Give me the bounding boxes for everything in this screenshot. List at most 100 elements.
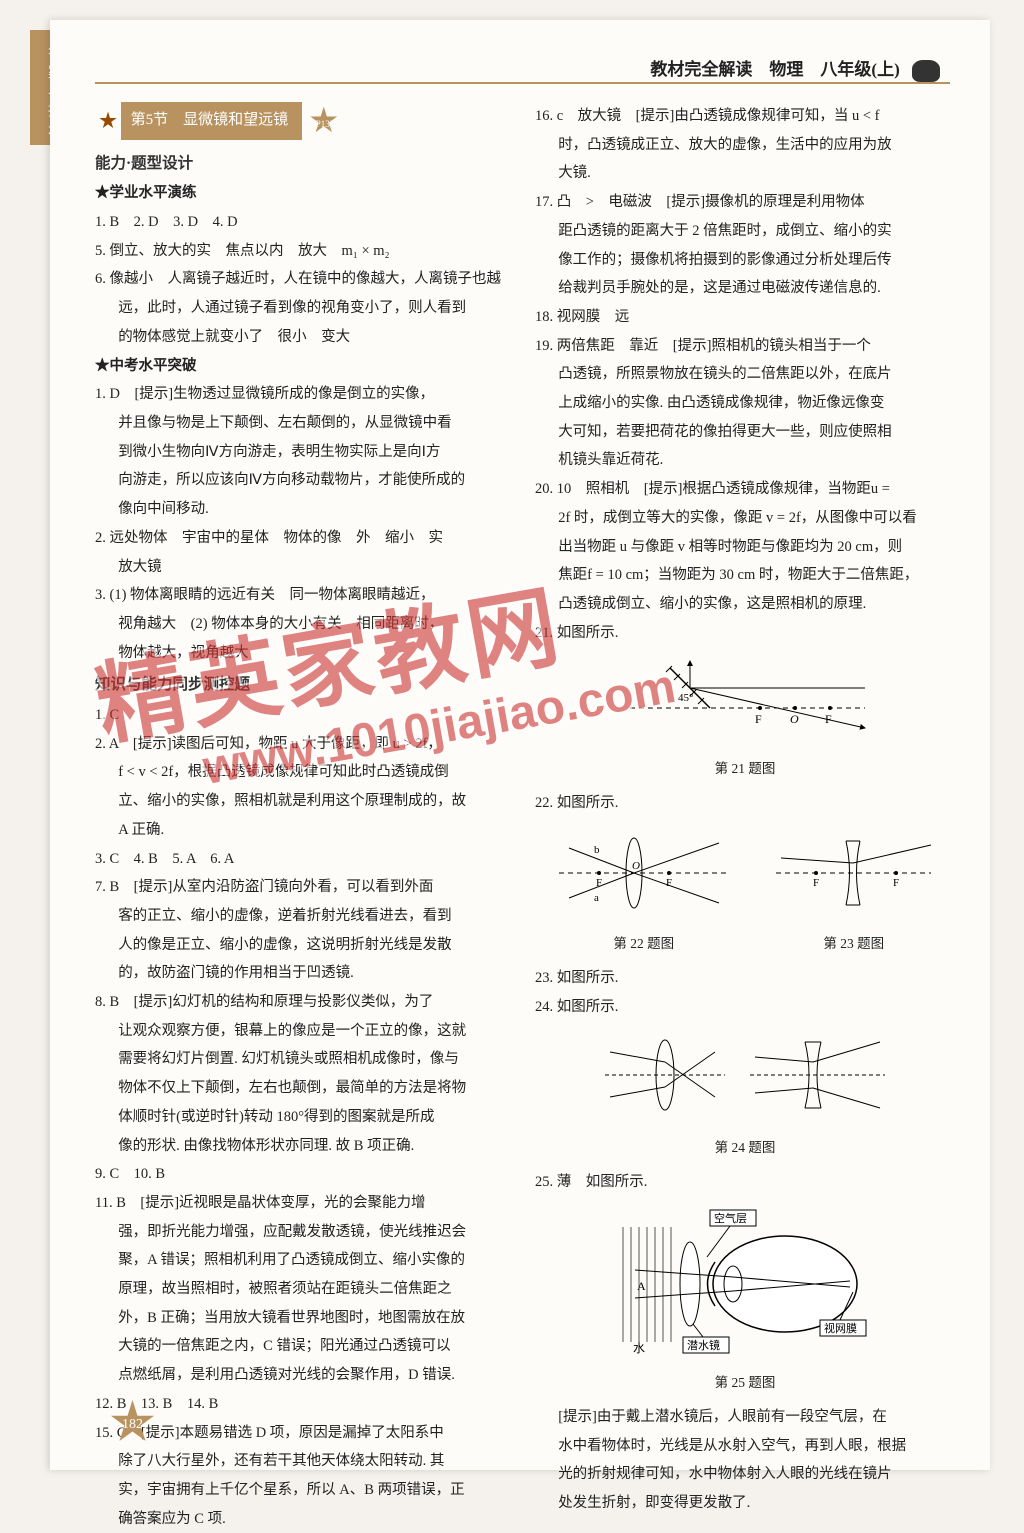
answer-line: 18. 视网膜 远: [535, 303, 955, 332]
fig21-svg: 45° F O F: [620, 653, 870, 743]
answer-line: 焦距f = 10 cm；当物距为 30 cm 时，物距大于二倍焦距，: [535, 561, 955, 590]
fig25-mask-label: 潜水镜: [687, 1338, 720, 1352]
fig23-svg: F F: [771, 823, 936, 918]
fig25-caption: 第 25 题图: [535, 1370, 955, 1397]
fig25-water-label: 水: [633, 1341, 645, 1355]
fig23-caption: 第 23 题图: [771, 931, 936, 958]
heading-practice: ★学业水平演练: [95, 179, 515, 208]
answer-line: f < v < 2f，根据凸透镜成像规律可知此时凸透镜成倒: [95, 758, 515, 787]
svg-text:F: F: [813, 877, 819, 889]
answer-line: 23. 如图所示.: [535, 964, 955, 993]
answer-line: 需要将幻灯片倒置. 幻灯机镜头或照相机成像时，像与: [95, 1045, 515, 1074]
fig25-svg: A 空气层 视网膜 潜水镜 水: [615, 1202, 875, 1357]
answer-line: 25. 薄 如图所示.: [535, 1168, 955, 1197]
answer-line: 11. B [提示]近视眼是晶状体变厚，光的会聚能力增: [95, 1189, 515, 1218]
answer-line: 到微小生物向Ⅳ方向游走，表明生物实际上是向Ⅰ方: [95, 438, 515, 467]
answer-line: 上成缩小的实像. 由凸透镜成像规律，物近像远像变: [535, 389, 955, 418]
answer-line: 像向中间移动.: [95, 495, 515, 524]
answer-line: 远，此时，人通过镜子看到像的视角变小了，则人看到: [95, 294, 515, 323]
answer-line: 原理，故当照相时，被照者须站在距镜头二倍焦距之: [95, 1275, 515, 1304]
answer-line: A 正确.: [95, 816, 515, 845]
answer-line: 大可知，若要把荷花的像拍得更大一些，则应使照相: [535, 418, 955, 447]
answer-line: 聚，A 错误；照相机利用了凸透镜成倒立、缩小实像的: [95, 1246, 515, 1275]
page-header: 教材完全解读 物理 八年级(上): [650, 55, 940, 82]
answer-line: 确答案应为 C 项.: [95, 1505, 515, 1533]
answer-line: 机镜头靠近荷花.: [535, 446, 955, 475]
answer-line: 出当物距 u 与像距 v 相等时物距与像距均为 20 cm，则: [535, 533, 955, 562]
svg-text:A: A: [637, 1279, 646, 1293]
svg-text:O: O: [632, 860, 640, 872]
heading-zhongkao: ★中考水平突破: [95, 352, 515, 381]
answer-line: 处发生折射，即变得更发散了.: [535, 1489, 955, 1518]
answer-line: 1. C: [95, 701, 515, 730]
fig24-svg: [595, 1027, 895, 1122]
answer-line: 6. 像越小 人离镜子越近时，人在镜中的像越大，人离镜子也越: [95, 265, 515, 294]
right-column: 16. c 放大镜 [提示]由凸透镜成像规律可知，当 u < f 时，凸透镜成正…: [535, 102, 955, 1410]
answer-line: 17. 凸 > 电磁波 [提示]摄像机的原理是利用物体: [535, 188, 955, 217]
answer-line: 2. A [提示]读图后可知，物距 u 大于像距，即 u > 2f，: [95, 730, 515, 759]
figure-22-23-row: b a O F F 第 22 题图: [535, 817, 955, 963]
answer-line: 立、缩小的实像，照相机就是利用这个原理制成的，故: [95, 787, 515, 816]
answer-line: [提示]由于戴上潜水镜后，人眼前有一段空气层，在: [535, 1403, 955, 1432]
svg-text:F: F: [596, 877, 602, 889]
answer-line: 光的折射规律可知，水中物体射入人眼的光线在镜片: [535, 1460, 955, 1489]
answer-line: 22. 如图所示.: [535, 789, 955, 818]
answer-line: 实，宇宙拥有上千亿个星系，所以 A、B 两项错误，正: [95, 1476, 515, 1505]
answer-line: 16. c 放大镜 [提示]由凸透镜成像规律可知，当 u < f: [535, 102, 955, 131]
answer-line: 物体越大，视角越大: [95, 639, 515, 668]
heading-sync: 知识与能力同步测控题: [95, 670, 515, 701]
fig22-caption: 第 22 题图: [554, 931, 734, 958]
answer-line: 人的像是正立、缩小的虚像，这说明折射光线是发散: [95, 931, 515, 960]
answer-line: 2f 时，成倒立等大的实像，像距 v = 2f，从图像中可以看: [535, 504, 955, 533]
svg-text:F: F: [825, 712, 832, 726]
svg-text:F: F: [755, 712, 762, 726]
answer-line: 凸透镜，所照景物放在镜头的二倍焦距以外，在底片: [535, 360, 955, 389]
answer-line: 19. 两倍焦距 靠近 [提示]照相机的镜头相当于一个: [535, 332, 955, 361]
answer-line: 距凸透镜的距离大于 2 倍焦距时，成倒立、缩小的实: [535, 217, 955, 246]
answer-line: 2. 远处物体 宇宙中的星体 物体的像 外 缩小 实: [95, 524, 515, 553]
answer-line: 7. B [提示]从室内沿防盗门镜向外看，可以看到外面: [95, 873, 515, 902]
answer-line: 凸透镜成倒立、缩小的实像，这是照相机的原理.: [535, 590, 955, 619]
answer-line: 客的正立、缩小的虚像，逆着折射光线看进去，看到: [95, 902, 515, 931]
answer-line: 时，凸透镜成正立、放大的虚像，生活中的应用为放: [535, 131, 955, 160]
answer-line: 让观众观察方便，银幕上的像应是一个正立的像，这就: [95, 1017, 515, 1046]
answer-line: 向游走，所以应该向Ⅳ方向移动载物片，才能使所成的: [95, 466, 515, 495]
content-columns: 第5节 显微镜和望远镜 P135 能力·题型设计 ★学业水平演练 1. B 2.…: [95, 102, 955, 1410]
svg-text:F: F: [893, 877, 899, 889]
answer-line: 1. B 2. D 3. D 4. D: [95, 208, 515, 237]
answer-line: 除了八大行星外，还有若干其他天体绕太阳转动. 其: [95, 1447, 515, 1476]
header-rule: [95, 82, 950, 84]
answer-line: 12. B 13. B 14. B: [95, 1390, 515, 1419]
figure-23: F F 第 23 题图: [771, 823, 936, 957]
answer-line: 24. 如图所示.: [535, 993, 955, 1022]
figure-25: A 空气层 视网膜 潜水镜 水 第 25 题图: [535, 1202, 955, 1396]
star-page-icon: P135: [310, 107, 338, 135]
fig25-retina-label: 视网膜: [824, 1321, 857, 1335]
answer-line: 像的形状. 由像找物体形状亦同理. 故 B 项正确.: [95, 1132, 515, 1161]
answer-line: 21. 如图所示.: [535, 619, 955, 648]
fig24-caption: 第 24 题图: [535, 1135, 955, 1162]
answer-line: 15. C [提示]本题易错选 D 项，原因是漏掉了太阳系中: [95, 1419, 515, 1448]
svg-text:O: O: [790, 712, 799, 726]
answer-line: 水中看物体时，光线是从水射入空气，再到人眼，根据: [535, 1432, 955, 1461]
svg-text:45°: 45°: [678, 692, 693, 704]
answer-line: 并且像与物是上下颠倒、左右颠倒的，从显微镜中看: [95, 409, 515, 438]
svg-text:a: a: [594, 892, 599, 904]
page-number: 182: [122, 1417, 143, 1432]
answer-line: 物体不仅上下颠倒，左右也颠倒，最简单的方法是将物: [95, 1074, 515, 1103]
figure-22: b a O F F 第 22 题图: [554, 823, 734, 957]
section-banner: 第5节 显微镜和望远镜: [121, 102, 303, 140]
left-column: 第5节 显微镜和望远镜 P135 能力·题型设计 ★学业水平演练 1. B 2.…: [95, 102, 515, 1410]
page: 教材完全解读 物理 八年级(上) 第5节 显微镜和望远镜 P135 能力·题型设…: [50, 20, 990, 1470]
figure-21: 45° F O F 第 21 题图: [535, 653, 955, 782]
answer-line: 给裁判员手腕处的是，这是通过电磁波传递信息的.: [535, 274, 955, 303]
answer-line: 1. D [提示]生物透过显微镜所成的像是倒立的实像，: [95, 380, 515, 409]
answer-line: 3. (1) 物体离眼睛的远近有关 同一物体离眼睛越近，: [95, 581, 515, 610]
answer-line: 大镜.: [535, 159, 955, 188]
section-banner-row: 第5节 显微镜和望远镜 P135: [95, 102, 515, 146]
answer-line: 大镜的一倍焦距之内，C 错误；阳光通过凸透镜可以: [95, 1332, 515, 1361]
figure-24: 第 24 题图: [535, 1027, 955, 1161]
star-page-label: P135: [316, 116, 335, 134]
header-text: 教材完全解读 物理 八年级(上): [650, 60, 899, 79]
answer-line: 20. 10 照相机 [提示]根据凸透镜成像规律，当物距u =: [535, 475, 955, 504]
